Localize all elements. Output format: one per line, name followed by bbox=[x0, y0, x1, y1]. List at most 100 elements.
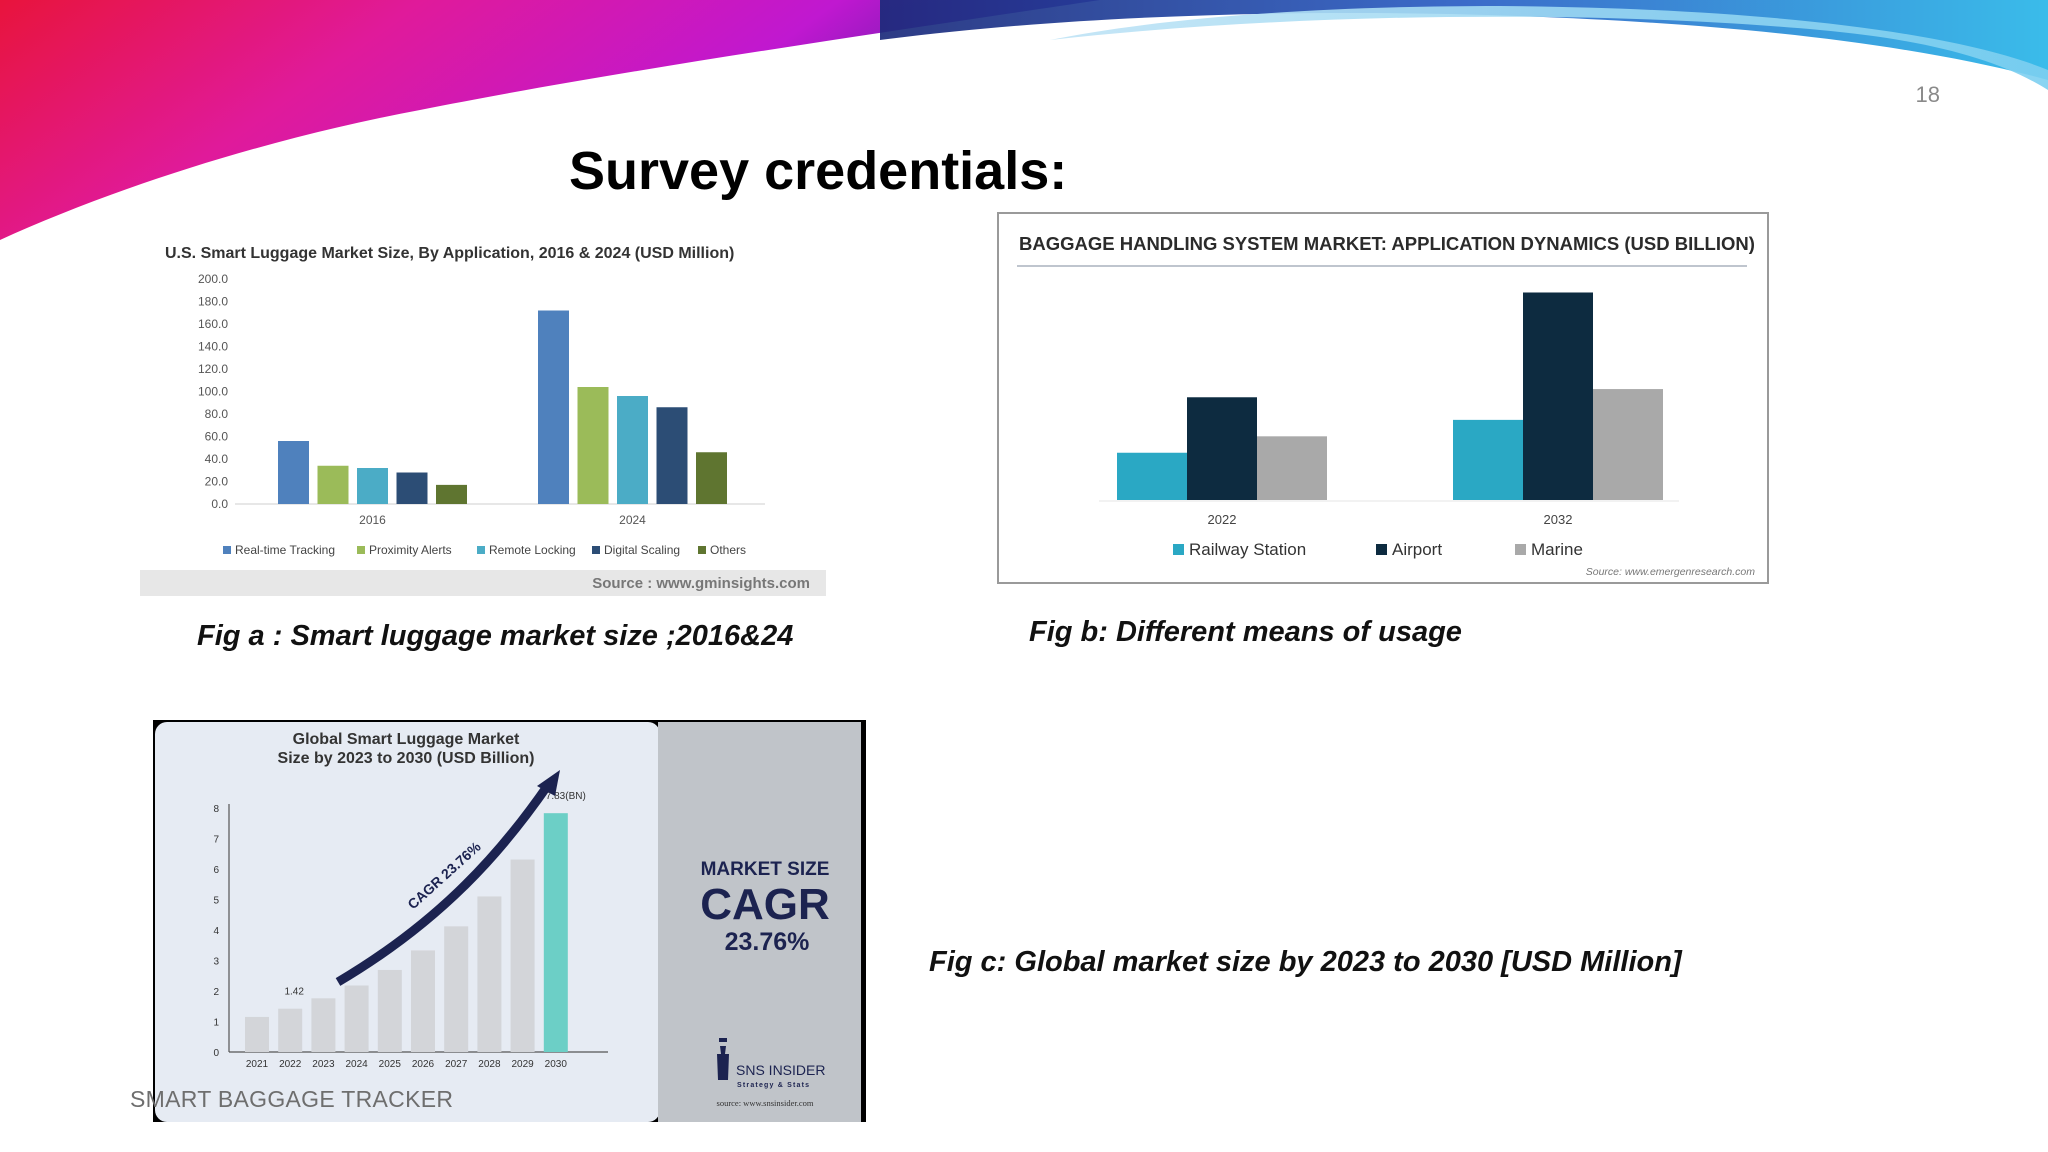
source-label: Source: www.emergenresearch.com bbox=[1586, 566, 1755, 578]
bar-airport bbox=[1187, 397, 1257, 500]
side-panel-corner bbox=[848, 722, 861, 1122]
legend-label: Remote Locking bbox=[489, 543, 576, 557]
y-tick-label: 200.0 bbox=[198, 272, 228, 286]
page-number: 18 bbox=[1915, 82, 1940, 107]
slide-title: Survey credentials: bbox=[569, 141, 1068, 201]
chart-title-line-2: Size by 2023 to 2030 (USD Billion) bbox=[278, 750, 535, 767]
legend-swatch bbox=[477, 546, 485, 554]
x-tick-label: 2030 bbox=[545, 1059, 568, 1070]
bar-others bbox=[436, 484, 467, 504]
side-panel-line-2: CAGR bbox=[700, 880, 830, 929]
y-tick-label: 100.0 bbox=[198, 385, 228, 399]
y-tick-label: 60.0 bbox=[205, 430, 229, 444]
brand-tagline: Strategy & Stats bbox=[737, 1082, 810, 1089]
legend-label: Real-time Tracking bbox=[235, 543, 335, 557]
cagr-arrow bbox=[335, 782, 552, 986]
bar-remote-locking bbox=[617, 396, 648, 504]
legend-label: Others bbox=[710, 543, 746, 557]
figure-us-smart-luggage-chart: U.S. Smart Luggage Market Size, By Appli… bbox=[140, 232, 830, 600]
legend-swatch bbox=[357, 546, 365, 554]
y-tick-label: 2 bbox=[213, 987, 219, 998]
y-tick-label: 5 bbox=[213, 896, 219, 907]
y-tick-label: 1 bbox=[213, 1018, 219, 1029]
bar-digital-scaling bbox=[396, 472, 428, 504]
legend-label: Railway Station bbox=[1189, 540, 1306, 559]
chart-panel-background bbox=[155, 722, 660, 1122]
y-tick-label: 160.0 bbox=[198, 317, 228, 331]
bar-airport bbox=[1523, 292, 1593, 500]
x-tick-label: 2016 bbox=[359, 513, 386, 527]
bar-real-time-tracking bbox=[278, 441, 309, 504]
bar-2026 bbox=[411, 950, 435, 1052]
bar-marine bbox=[1593, 389, 1663, 500]
x-tick-label: 2022 bbox=[1208, 512, 1237, 527]
x-tick-label: 2027 bbox=[445, 1059, 468, 1070]
x-tick-label: 2029 bbox=[511, 1059, 534, 1070]
slide-footer: SMART BAGGAGE TRACKER bbox=[130, 1086, 454, 1112]
legend-label: Proximity Alerts bbox=[369, 543, 452, 557]
chart-c-canvas: Global Smart Luggage Market Size by 2023 … bbox=[155, 722, 861, 1122]
bar-2023 bbox=[311, 998, 336, 1052]
bar-2025 bbox=[377, 969, 402, 1052]
x-tick-label: 2025 bbox=[379, 1059, 402, 1070]
chart-title: U.S. Smart Luggage Market Size, By Appli… bbox=[165, 245, 734, 262]
bar-2028 bbox=[477, 896, 502, 1052]
figure-global-smart-luggage-chart: Global Smart Luggage Market Size by 2023 … bbox=[153, 720, 866, 1122]
legend-label: Airport bbox=[1392, 540, 1442, 559]
legend-swatch bbox=[1376, 544, 1387, 555]
legend-label: Digital Scaling bbox=[604, 543, 680, 557]
bar-proximity-alerts bbox=[577, 387, 609, 504]
brand-logo-icon bbox=[717, 1038, 729, 1080]
y-tick-label: 0.0 bbox=[211, 497, 228, 511]
header-swoosh-decoration bbox=[0, 0, 2048, 240]
legend-swatch bbox=[223, 546, 231, 554]
figure-a-caption: Fig a : Smart luggage market size ;2016&… bbox=[197, 620, 794, 652]
source-label: Source : www.gminsights.com bbox=[592, 575, 810, 592]
figure-b-caption: Fig b: Different means of usage bbox=[1029, 616, 1462, 648]
legend-swatch bbox=[698, 546, 706, 554]
legend-swatch bbox=[592, 546, 600, 554]
data-label: 7.83(BN) bbox=[546, 791, 586, 802]
y-tick-label: 4 bbox=[213, 926, 219, 937]
chart-b-canvas: BAGGAGE HANDLING SYSTEM MARKET: APPLICAT… bbox=[1017, 233, 1755, 578]
y-tick-label: 6 bbox=[213, 865, 219, 876]
bar-railway-station bbox=[1453, 419, 1523, 500]
y-tick-label: 7 bbox=[213, 835, 219, 846]
bar-2024 bbox=[344, 985, 369, 1052]
x-tick-label: 2026 bbox=[412, 1059, 435, 1070]
bar-remote-locking bbox=[357, 468, 388, 504]
x-tick-label: 2028 bbox=[478, 1059, 501, 1070]
source-label: source: www.snsinsider.com bbox=[717, 1098, 814, 1108]
y-tick-label: 40.0 bbox=[205, 452, 229, 466]
y-tick-label: 3 bbox=[213, 957, 219, 968]
bar-proximity-alerts bbox=[317, 465, 349, 504]
x-tick-label: 2032 bbox=[1544, 512, 1573, 527]
x-tick-label: 2024 bbox=[619, 513, 646, 527]
brand-name: SNS INSIDER bbox=[736, 1062, 825, 1078]
y-tick-label: 80.0 bbox=[205, 407, 229, 421]
bar-2021 bbox=[245, 1016, 269, 1052]
figure-baggage-handling-chart: BAGGAGE HANDLING SYSTEM MARKET: APPLICAT… bbox=[997, 212, 1769, 584]
x-tick-label: 2023 bbox=[312, 1059, 335, 1070]
chart-a-canvas: U.S. Smart Luggage Market Size, By Appli… bbox=[140, 245, 826, 596]
source-bar bbox=[140, 570, 826, 596]
x-tick-label: 2022 bbox=[279, 1059, 302, 1070]
bar-2022 bbox=[278, 1008, 303, 1052]
y-tick-label: 140.0 bbox=[198, 340, 228, 354]
bar-digital-scaling bbox=[656, 407, 688, 504]
legend-swatch bbox=[1173, 544, 1184, 555]
bar-others bbox=[696, 452, 727, 504]
legend-swatch bbox=[1515, 544, 1526, 555]
y-tick-label: 20.0 bbox=[205, 475, 229, 489]
bar-2027 bbox=[444, 926, 469, 1052]
figure-c-caption: Fig c: Global market size by 2023 to 203… bbox=[929, 946, 1682, 978]
y-tick-label: 120.0 bbox=[198, 362, 228, 376]
bar-marine bbox=[1257, 436, 1327, 500]
y-tick-label: 8 bbox=[213, 804, 219, 815]
side-panel-line-1: MARKET SIZE bbox=[701, 859, 830, 880]
legend-label: Marine bbox=[1531, 540, 1583, 559]
y-tick-label: 180.0 bbox=[198, 295, 228, 309]
side-panel-background bbox=[658, 722, 861, 1122]
bar-2029 bbox=[510, 859, 535, 1052]
y-tick-label: 0 bbox=[213, 1048, 219, 1059]
